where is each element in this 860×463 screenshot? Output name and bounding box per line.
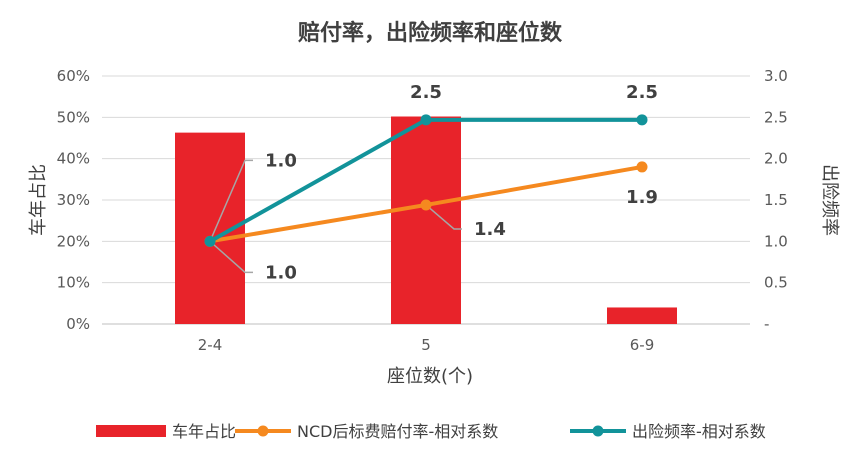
data-label: 1.0 xyxy=(265,150,297,171)
y-right-tick-label: 2.0 xyxy=(764,150,788,168)
series-point xyxy=(636,114,648,126)
x-tick-label: 6-9 xyxy=(630,336,655,354)
x-tick-label: 5 xyxy=(421,336,431,354)
y-left-tick-label: 0% xyxy=(66,315,90,333)
y-right-tick-label: - xyxy=(764,315,769,333)
leader-line xyxy=(425,204,462,230)
series-point xyxy=(420,199,432,211)
legend-swatch-bar xyxy=(96,425,166,437)
y-right-tick-label: 1.0 xyxy=(764,232,788,250)
y-right-tick-label: 3.0 xyxy=(764,67,788,85)
legend-label: 出险频率-相对系数 xyxy=(632,422,766,441)
bar xyxy=(607,307,677,324)
leader-line xyxy=(209,240,253,274)
data-label: 2.5 xyxy=(410,82,442,103)
series-point xyxy=(204,235,216,247)
y-left-tick-label: 10% xyxy=(57,274,90,292)
line-series xyxy=(204,114,648,247)
leader-line xyxy=(209,159,253,242)
y-left-tick-label: 30% xyxy=(57,191,90,209)
y-right-tick-label: 1.5 xyxy=(764,191,788,209)
y-right-tick-label: 2.5 xyxy=(764,108,788,126)
bar-series xyxy=(175,116,677,324)
y-axis-left-title: 车年占比 xyxy=(28,164,49,236)
bar xyxy=(391,116,461,324)
series-point xyxy=(420,114,432,126)
legend: 车年占比 NCD后标费赔付率-相对系数 出险频率-相对系数 xyxy=(96,422,766,441)
data-label: 2.5 xyxy=(626,82,658,103)
leader-lines xyxy=(209,159,462,274)
y-left-tick-label: 40% xyxy=(57,150,90,168)
x-tick-label: 2-4 xyxy=(198,336,223,354)
y-left-tick-label: 50% xyxy=(57,108,90,126)
y-left-tick-label: 20% xyxy=(57,232,90,250)
chart-title: 赔付率，出险频率和座位数 xyxy=(298,20,563,46)
y-right-tick-label: 0.5 xyxy=(764,274,788,292)
legend-swatch-marker xyxy=(257,425,269,437)
y-left-tick-label: 60% xyxy=(57,67,90,85)
data-label: 1.4 xyxy=(474,219,506,240)
legend-swatch-marker xyxy=(592,425,604,437)
legend-label: 车年占比 xyxy=(172,422,236,441)
x-axis-title: 座位数(个) xyxy=(387,366,473,387)
axis-ticks: 0% 10% 20% 30% 40% 50% 60% - 0.5 1.0 1.5 2.0 2.5 3.0 2… xyxy=(57,67,788,354)
data-labels: 1.0 1.4 1.9 1.0 2.5 2.5 xyxy=(265,82,658,284)
series-point xyxy=(636,161,648,173)
legend-label: NCD后标费赔付率-相对系数 xyxy=(297,422,498,441)
data-label: 1.0 xyxy=(265,262,297,283)
y-axis-right-title: 出险频率 xyxy=(819,164,840,236)
data-label: 1.9 xyxy=(626,187,658,208)
